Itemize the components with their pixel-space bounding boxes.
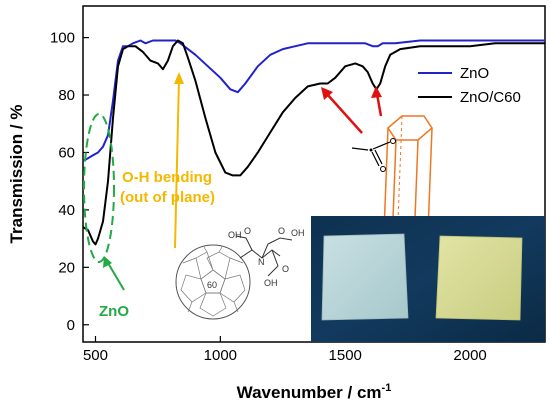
carboxyl-carbon (369, 148, 373, 152)
x-tick-label-1: 1000 (204, 347, 237, 364)
x-axis-title: Wavenumber / cm-1 (237, 382, 392, 402)
c60-edge-a (229, 257, 244, 264)
carboxyl-bond-o1 (372, 141, 391, 150)
y-tick-label-0: 0 (67, 317, 75, 334)
x-tick-label-0: 500 (83, 347, 108, 364)
c60-hex-3 (199, 292, 227, 317)
c60-edge-f (203, 246, 208, 253)
chemical-arrows (321, 86, 383, 134)
c60-atom-oh-3: OH (264, 278, 278, 288)
zno-dashed-ellipse (83, 113, 115, 263)
x-axis-title-superscript: -1 (382, 382, 392, 394)
series-lines (82, 39, 545, 246)
y-axis-title: Transmission / % (7, 105, 26, 244)
c60-hex-1 (206, 251, 231, 280)
c60-cage-net (180, 246, 246, 317)
series-line-zno-c60 (82, 39, 545, 246)
carboxyl-bond-o2 (371, 151, 380, 167)
c60-hex-4 (180, 274, 207, 303)
c60-atom-o-1: O (244, 226, 251, 236)
c60-edge-c (233, 301, 239, 313)
carboxyl-oxygen-1 (390, 138, 396, 144)
oh-bending-label-line2: (out of plane) (120, 189, 215, 206)
c60-edge-e (218, 246, 223, 253)
c60-atom-oh-2: OH (291, 228, 305, 238)
series-line-zno (82, 39, 545, 162)
c60-substituent-acid-2 (261, 237, 293, 259)
c60-atom-o-3: O (282, 264, 289, 274)
y-tick-label-5: 100 (50, 30, 75, 47)
crystal-edge-4 (427, 127, 433, 233)
carboxyl-bond-o2b (374, 149, 383, 165)
red-arrow-1-head (321, 87, 333, 100)
carboxyl-oxygen-2 (380, 166, 386, 172)
c60-outer (175, 244, 251, 320)
red-arrow-2-head (371, 86, 382, 98)
crystal-top-face (387, 115, 433, 141)
crystal-edge-1 (383, 127, 389, 233)
c60-atom-o-2: O (278, 226, 285, 236)
c60-hex-2 (219, 274, 246, 303)
y-tick-label-4: 80 (58, 87, 75, 104)
c60-substituent-acid-1 (235, 235, 253, 251)
film-sample-zno (321, 233, 409, 321)
y-tick-label-2: 40 (58, 202, 75, 219)
zno-arrow-head (103, 256, 112, 268)
oh-bending-label-line1: O-H bending (122, 169, 212, 186)
c60-edge-d (187, 301, 193, 313)
red-arrow-1-shaft (326, 93, 363, 134)
legend: ZnO ZnO/C60 (418, 65, 521, 106)
legend-label-zno: ZnO (460, 65, 489, 82)
oh-arrow-head (174, 72, 184, 84)
y-tick-label-1: 20 (58, 259, 75, 276)
oh-arrow-shaft (174, 77, 180, 249)
red-arrow-2-shaft (375, 93, 383, 117)
x-axis-ticks: 500 1000 1500 2000 (83, 336, 487, 364)
c60-derivative-structure-icon: 60 N OH O OH O OH O (175, 226, 305, 320)
sample-photo (311, 216, 545, 342)
x-axis-title-text: Wavenumber / cm (237, 383, 382, 402)
c60-substituent-acid-3 (267, 249, 279, 277)
c60-atom-n: N (258, 257, 265, 267)
c60-label: 60 (207, 280, 217, 290)
legend-label-zno-c60: ZnO/C60 (460, 89, 521, 106)
oh-bending-annotation: O-H bending (out of plane) (120, 72, 215, 249)
x-tick-label-3: 2000 (453, 347, 486, 364)
zno-arrow-shaft (107, 262, 125, 291)
zno-label: ZnO (99, 303, 129, 320)
c60-atom-oh-1: OH (228, 230, 242, 240)
film-sample-zno-c60 (435, 235, 523, 321)
carboxyl-bond-left (351, 147, 369, 151)
zno-annotation: ZnO (83, 113, 129, 320)
c60-edge-b (182, 257, 197, 264)
y-tick-label-3: 60 (58, 144, 75, 161)
y-axis-ticks: 0 20 40 60 80 100 (50, 30, 89, 334)
x-tick-label-2: 1500 (329, 347, 362, 364)
